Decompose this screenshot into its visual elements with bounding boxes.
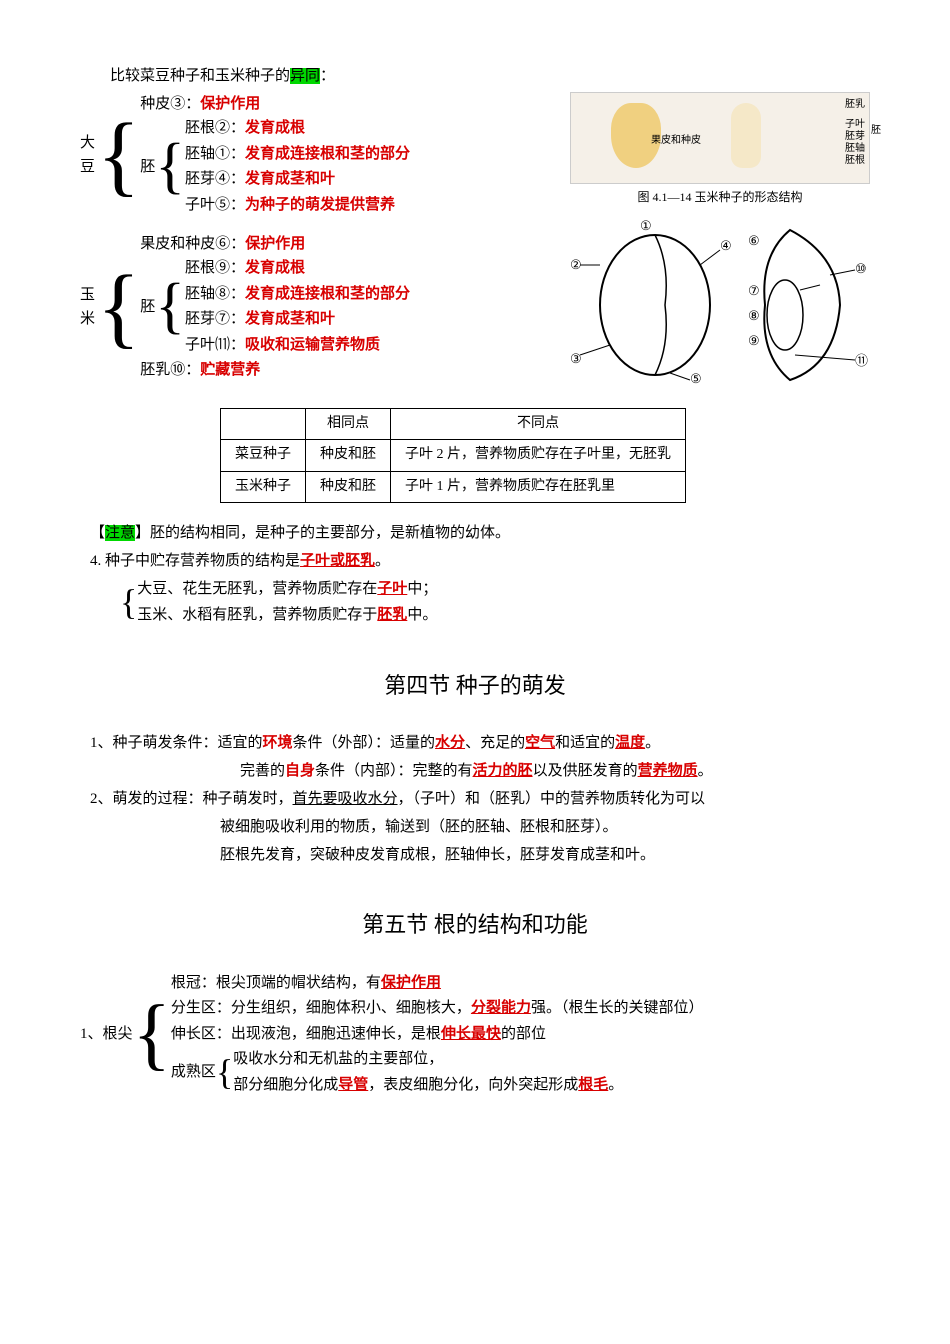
sec4-line2: 完善的自身条件（内部）：完整的有活力的胚以及供胚发育的营养物质。: [240, 759, 870, 783]
svg-text:①: ①: [640, 218, 652, 233]
dadou-label: 大 豆: [80, 131, 97, 179]
svg-text:⑦: ⑦: [748, 283, 760, 298]
bracket-icon: {: [155, 279, 185, 335]
photo-caption: 图 4.1—14 玉米种子的形态结构: [570, 188, 870, 207]
image-column: 果皮和种皮 胚乳 子叶 胚芽 胚轴 胚根 胚 图 4.1—14 玉米种子的形态结…: [570, 92, 870, 396]
tree-section: 大 豆 { 种皮③：保护作用 胚 { 胚根②：发育成根 胚轴①：发育成连接根和茎…: [80, 92, 870, 396]
svg-text:⑨: ⑨: [748, 333, 760, 348]
section5-title: 第五节 根的结构和功能: [80, 907, 870, 942]
intro-prefix: 比较菜豆种子和玉米种子的: [110, 68, 290, 84]
sec4-line3: 2、萌发的过程：种子萌发时，首先要吸收水分，（子叶）和（胚乳）中的营养物质转化为…: [90, 787, 870, 811]
intro-line: 比较菜豆种子和玉米种子的异同：: [110, 64, 870, 88]
intro-highlight: 异同: [290, 68, 320, 84]
root-tip-tree: 1、根尖 { 根冠：根尖顶端的帽状结构，有保护作用 分生区：分生组织，细胞体积小…: [80, 971, 870, 1099]
svg-text:⑤: ⑤: [690, 371, 702, 385]
tree-column: 大 豆 { 种皮③：保护作用 胚 { 胚根②：发育成根 胚轴①：发育成连接根和茎…: [80, 92, 550, 396]
table-row: 玉米种子 种皮和胚 子叶 1 片，营养物质贮存在胚乳里: [221, 471, 686, 502]
section4-title: 第四节 种子的萌发: [80, 668, 870, 703]
table-row: 菜豆种子 种皮和胚 子叶 2 片，营养物质贮存在子叶里，无胚乳: [221, 440, 686, 471]
seed-shape2-icon: [731, 103, 761, 168]
yumi-embryo-group: 胚 { 胚根⑨：发育成根 胚轴⑧：发育成连接根和茎的部分 胚芽⑦：发育成茎和叶 …: [140, 256, 410, 358]
dadou-tree: 大 豆 { 种皮③：保护作用 胚 { 胚根②：发育成根 胚轴①：发育成连接根和茎…: [80, 92, 550, 218]
table-row: 相同点 不同点: [221, 409, 686, 440]
svg-text:⑧: ⑧: [748, 308, 760, 323]
point4-line: 4. 种子中贮存营养物质的结构是子叶或胚乳。: [90, 549, 870, 573]
dadou-content: 种皮③：保护作用 胚 { 胚根②：发育成根 胚轴①：发育成连接根和茎的部分 胚芽…: [140, 92, 410, 218]
sec4-line4: 被细胞吸收利用的物质，输送到（胚的胚轴、胚根和胚芽）。: [220, 815, 870, 839]
yumi-tree: 玉 米 { 果皮和种皮⑥：保护作用 胚 { 胚根⑨：发育成根 胚轴⑧：发育成连接…: [80, 232, 550, 382]
corn-photo-box: 果皮和种皮 胚乳 子叶 胚芽 胚轴 胚根 胚: [570, 92, 870, 184]
note-line: 【注意】胚的结构相同，是种子的主要部分，是新植物的幼体。: [90, 521, 870, 545]
yumi-label: 玉 米: [80, 283, 97, 331]
mature-zone-group: 成熟区 { 吸收水分和无机盐的主要部位， 部分细胞分化成导管，表皮细胞分化，向外…: [171, 1047, 704, 1098]
yumi-content: 果皮和种皮⑥：保护作用 胚 { 胚根⑨：发育成根 胚轴⑧：发育成连接根和茎的部分…: [140, 232, 410, 382]
point4-bracket: { 大豆、花生无胚乳，营养物质贮存在子叶中； 玉米、水稻有胚乳，营养物质贮存于胚…: [120, 577, 870, 628]
bracket-icon: {: [216, 1056, 233, 1088]
svg-text:⑪: ⑪: [855, 353, 868, 368]
svg-text:⑩: ⑩: [855, 261, 867, 276]
svg-text:④: ④: [720, 238, 732, 253]
bracket-icon: {: [133, 998, 171, 1070]
sec4-line1: 1、种子萌发条件：适宜的环境条件（外部）：适量的水分、充足的空气和适宜的温度。: [90, 731, 870, 755]
dadou-embryo-group: 胚 { 胚根②：发育成根 胚轴①：发育成连接根和茎的部分 胚芽④：发育成茎和叶 …: [140, 116, 410, 218]
intro-suffix: ：: [320, 68, 335, 84]
bracket-icon: {: [97, 115, 140, 196]
root-tip-label: 1、根尖: [80, 1022, 133, 1046]
seed-diagram: ① ② ③ ④ ⑤ ⑥ ⑦ ⑧ ⑨ ⑩ ⑪: [570, 215, 870, 385]
dadou-row1: 种皮③：保护作用: [140, 92, 410, 116]
svg-text:③: ③: [570, 351, 582, 366]
embryo-label: 胚: [140, 155, 155, 179]
bracket-icon: {: [155, 139, 185, 195]
bracket-icon: {: [97, 267, 140, 348]
comparison-table: 相同点 不同点 菜豆种子 种皮和胚 子叶 2 片，营养物质贮存在子叶里，无胚乳 …: [220, 408, 686, 503]
sec4-line5: 胚根先发育，突破种皮发育成根，胚轴伸长，胚芽发育成茎和叶。: [220, 843, 870, 867]
svg-text:②: ②: [570, 257, 582, 272]
svg-text:⑥: ⑥: [748, 233, 760, 248]
bracket-icon: {: [120, 586, 137, 618]
